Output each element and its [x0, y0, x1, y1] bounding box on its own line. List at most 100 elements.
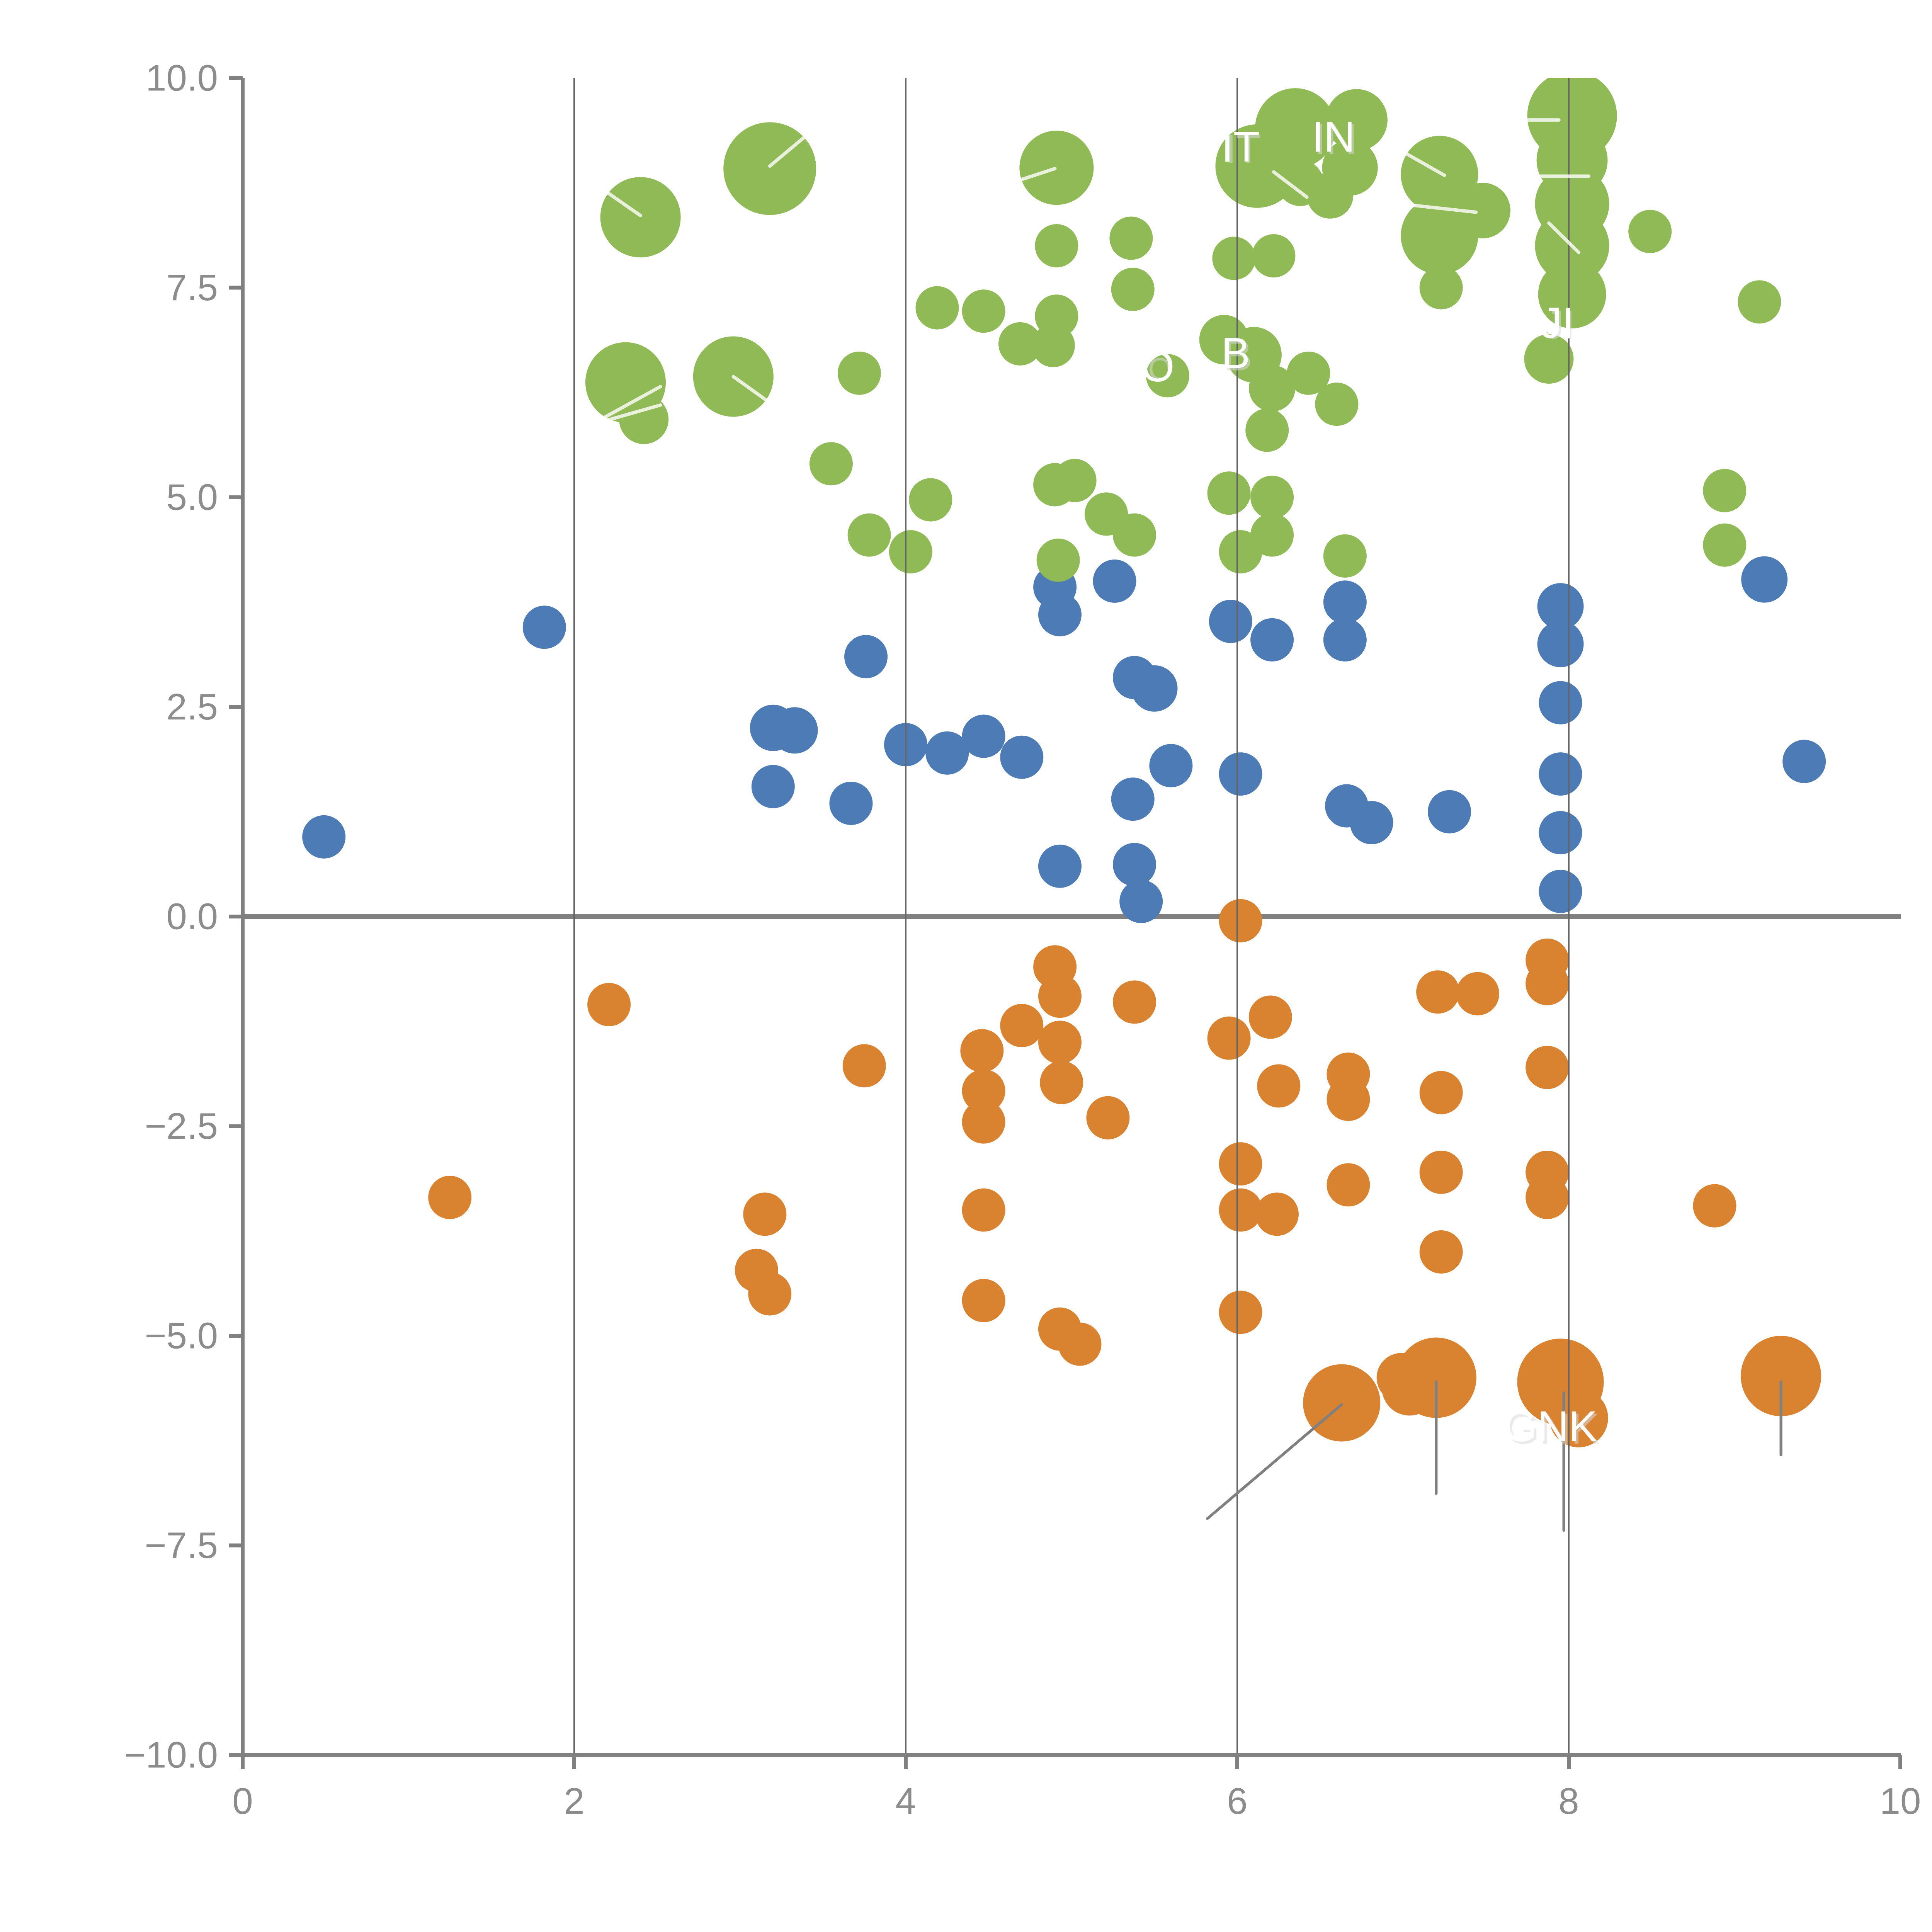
- data-point-green: [1031, 324, 1075, 367]
- leader-line: [1398, 202, 1478, 214]
- data-point-green: [1287, 351, 1330, 395]
- leader-line: [768, 128, 815, 168]
- x-tick-label: 8: [1558, 1781, 1579, 1822]
- data-point-orange: [587, 983, 631, 1026]
- data-point-blue: [1539, 681, 1582, 724]
- data-point-green: [809, 442, 853, 486]
- data-point-green: [1323, 534, 1367, 578]
- data-point-orange: [1419, 1150, 1463, 1194]
- data-point-orange: [1058, 1322, 1102, 1366]
- data-point-green: [1146, 354, 1189, 398]
- data-point-blue: [1741, 556, 1788, 603]
- annotation-label: JI: [1540, 299, 1574, 347]
- data-point-green: [1113, 513, 1156, 557]
- data-point-green: [1307, 172, 1354, 219]
- data-point-green: [1703, 523, 1747, 567]
- data-point-blue: [1000, 735, 1044, 779]
- data-point-green: [998, 322, 1042, 366]
- data-point-green: [619, 395, 669, 444]
- data-point-blue: [771, 707, 818, 754]
- y-tick-label: 10.0: [146, 58, 218, 99]
- data-point-orange: [1327, 1078, 1370, 1121]
- data-point-orange: [428, 1175, 472, 1219]
- data-point-green: [1036, 538, 1080, 582]
- data-point-green: [1249, 365, 1296, 412]
- axes-layer: 10.0 7.5 5.0 2.5 0.0 −2.5 −5.0 −7.5 −10.0 0 2 4 6 8 10: [124, 58, 1921, 1822]
- data-point-green: [1035, 224, 1078, 267]
- data-point-blue: [1113, 843, 1156, 886]
- data-point-orange: [1038, 975, 1082, 1018]
- data-point-green: [1315, 383, 1359, 426]
- y-tick-label: −5.0: [145, 1315, 218, 1357]
- data-point-green: [723, 122, 816, 215]
- data-point-blue: [1537, 583, 1584, 630]
- annotation-shadow: O: [1148, 352, 1172, 386]
- data-point-orange: [962, 1279, 1005, 1322]
- data-point-orange: [1255, 1192, 1299, 1236]
- data-point-blue: [1038, 593, 1082, 636]
- data-point-blue: [1428, 790, 1471, 833]
- data-point-blue: [1119, 879, 1163, 923]
- data-point-green: [1053, 459, 1097, 502]
- data-point-blue: [1038, 844, 1082, 888]
- data-point-blue: [1323, 580, 1367, 624]
- leader-line: [731, 375, 795, 421]
- data-point-green: [1401, 136, 1478, 213]
- x-tick-label: 0: [232, 1781, 253, 1822]
- data-point-green: [837, 351, 881, 395]
- data-point-orange: [1526, 1175, 1569, 1219]
- data-point-blue: [844, 635, 888, 679]
- data-point-green: [847, 513, 891, 557]
- y-tick-label: −7.5: [145, 1525, 218, 1566]
- x-tick-label: 10: [1880, 1781, 1921, 1822]
- data-point-orange: [748, 1272, 792, 1316]
- data-point-blue: [1539, 869, 1582, 913]
- y-tick-label: 7.5: [167, 267, 218, 308]
- data-point-green: [1212, 236, 1256, 280]
- y-tick-label: 5.0: [167, 477, 218, 518]
- annotation-shadow: JI: [1544, 303, 1575, 348]
- data-point-blue: [829, 782, 873, 825]
- data-point-orange: [1303, 1364, 1381, 1442]
- y-tick-label: −2.5: [145, 1105, 218, 1147]
- data-point-green: [1250, 513, 1294, 557]
- data-point-orange: [1207, 1016, 1251, 1060]
- data-point-green: [889, 530, 932, 574]
- data-point-green: [1111, 267, 1155, 311]
- data-point-blue: [302, 815, 346, 859]
- annotation-label: B: [1221, 329, 1250, 377]
- data-point-blue: [522, 605, 566, 649]
- leader-line: [1206, 1403, 1343, 1520]
- data-point-orange: [1419, 1230, 1463, 1274]
- data-point-green: [1250, 476, 1294, 519]
- y-tick-label: −10.0: [124, 1735, 218, 1776]
- leader-line: [1547, 221, 1581, 254]
- data-point-orange: [1327, 1163, 1370, 1207]
- data-point-orange: [1248, 995, 1292, 1039]
- annotation-label: GNK: [1503, 1402, 1597, 1451]
- y-tick-label: 2.5: [167, 686, 218, 728]
- data-point-orange: [1000, 1004, 1044, 1048]
- data-point-orange: [1219, 1142, 1262, 1186]
- series-green: [585, 78, 1781, 582]
- x-tick-label: 2: [564, 1781, 584, 1822]
- series-blue: [302, 556, 1826, 923]
- data-point-green: [1454, 182, 1510, 238]
- data-point-green: [962, 289, 1005, 333]
- data-point-blue: [751, 765, 795, 808]
- data-point-orange: [1219, 1188, 1262, 1232]
- data-point-green: [1019, 131, 1094, 205]
- data-points-layer: [302, 78, 1826, 1447]
- data-point-blue: [1323, 618, 1367, 662]
- data-point-orange: [1382, 1360, 1438, 1416]
- data-point-blue: [1209, 600, 1252, 643]
- data-point-orange: [1257, 1064, 1301, 1108]
- data-point-blue: [1093, 560, 1136, 603]
- data-point-blue: [1350, 801, 1393, 844]
- data-point-green: [1255, 88, 1336, 169]
- leader-line: [1272, 170, 1309, 199]
